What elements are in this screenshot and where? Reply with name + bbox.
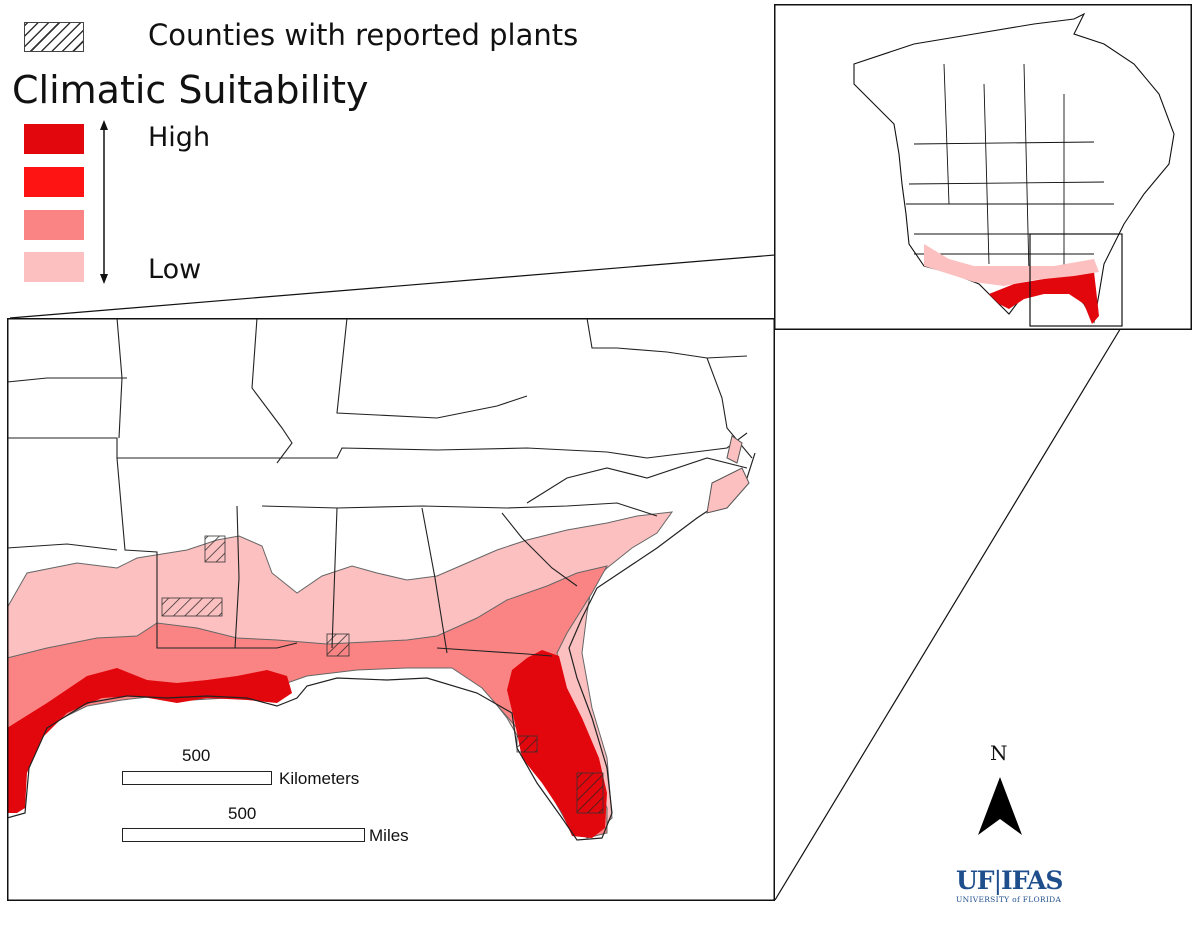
reported-counties-florida-south bbox=[576, 772, 604, 814]
scalebar-miles-value: 500 bbox=[228, 804, 257, 823]
legend-swatch-medium bbox=[24, 210, 84, 240]
legend-high-label: High bbox=[148, 122, 211, 153]
scalebar-km-value: 500 bbox=[182, 746, 211, 765]
inset-north-america bbox=[853, 12, 1175, 324]
legend-swatch-low bbox=[24, 252, 84, 282]
reported-counties-florida-west bbox=[516, 735, 538, 753]
logo-ifas: IFAS bbox=[1001, 866, 1063, 895]
ufifas-logo: UF|IFAS UNIVERSITY of FLORIDA bbox=[956, 866, 1063, 904]
scalebar-km-unit: Kilometers bbox=[279, 769, 360, 788]
reported-counties-texas-la bbox=[161, 597, 223, 617]
scalebar-km bbox=[122, 771, 272, 785]
zone-very-high bbox=[7, 668, 292, 813]
legend-title: Climatic Suitability bbox=[12, 68, 369, 112]
legend-hatch-swatch bbox=[24, 22, 84, 52]
scalebar-miles bbox=[122, 828, 365, 842]
inset-extent-box bbox=[1029, 233, 1123, 327]
outer-banks bbox=[706, 467, 750, 514]
logo-subtitle: UNIVERSITY of FLORIDA bbox=[956, 895, 1062, 904]
north-arrow-label: N bbox=[990, 741, 1008, 765]
legend-swatch-high bbox=[24, 167, 84, 197]
reported-counties-arkansas bbox=[204, 535, 226, 563]
legend-gradient-arrow bbox=[100, 120, 108, 284]
legend-hatch-label: Counties with reported plants bbox=[148, 18, 579, 52]
coastline bbox=[7, 452, 756, 841]
inset-map[interactable] bbox=[774, 4, 1192, 330]
state-boundaries bbox=[7, 318, 753, 657]
scalebar-miles-unit: Miles bbox=[369, 826, 409, 845]
inset-suitability-band bbox=[989, 272, 1099, 324]
logo-uf: UF bbox=[956, 866, 995, 895]
legend-low-label: Low bbox=[148, 254, 202, 285]
main-map[interactable] bbox=[7, 318, 775, 901]
reported-counties-mississippi bbox=[326, 633, 350, 657]
north-arrow-icon bbox=[978, 777, 1022, 835]
legend-swatch-very-high bbox=[24, 124, 84, 154]
